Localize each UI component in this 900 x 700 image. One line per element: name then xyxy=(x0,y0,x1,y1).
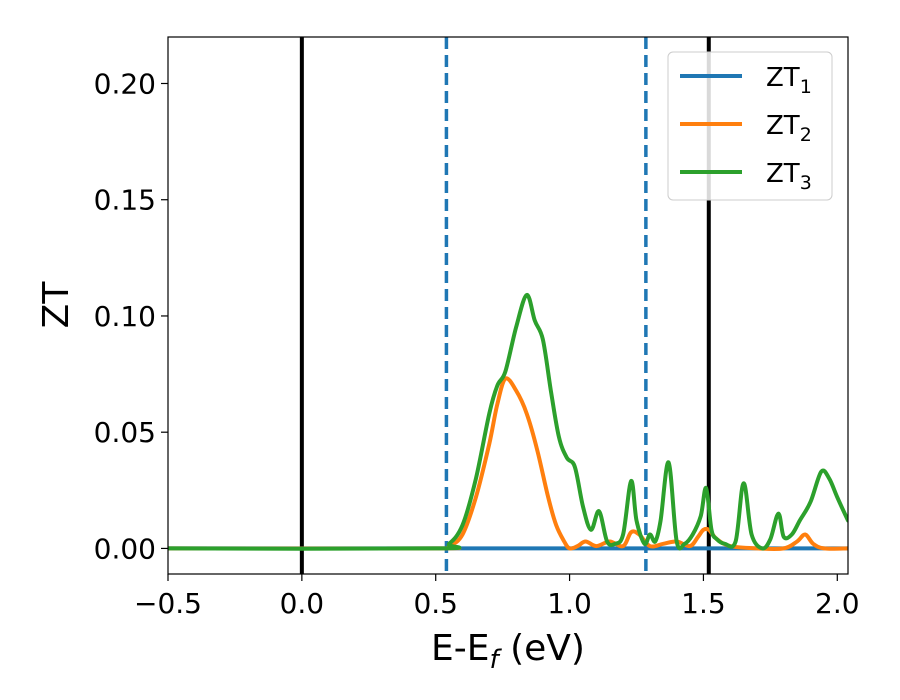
legend-entry-zt1: ZT1 xyxy=(680,63,812,98)
y-axis-title: ZT xyxy=(36,281,77,329)
y-tick-label: 0.15 xyxy=(94,184,156,217)
series-line-zt2 xyxy=(168,376,848,552)
legend-label-zt1-sub: 1 xyxy=(800,76,812,98)
x-axis-title-main: E-E xyxy=(431,628,489,669)
x-tick-label: 1.0 xyxy=(547,587,592,620)
series-lines xyxy=(168,292,848,552)
y-tick-label: 0.00 xyxy=(94,532,156,565)
y-tick-label: 0.05 xyxy=(94,416,156,449)
x-tick-label: −0.5 xyxy=(134,587,202,620)
legend-box xyxy=(667,51,833,201)
y-axis-ticks: 0.00 0.05 0.10 0.15 0.20 xyxy=(94,67,168,565)
legend-entry-zt2: ZT2 xyxy=(680,111,812,146)
legend-label-zt1-main: ZT xyxy=(766,63,800,93)
y-tick-label: 0.20 xyxy=(94,67,156,100)
legend-label-zt2: ZT2 xyxy=(766,111,812,146)
x-tick-label: 2.0 xyxy=(815,587,860,620)
x-tick-label: 1.5 xyxy=(681,587,726,620)
x-tick-label: 0.5 xyxy=(413,587,458,620)
x-axis-ticks: −0.5 0.0 0.5 1.0 1.5 2.0 xyxy=(134,574,860,620)
x-tick-label: 0.0 xyxy=(280,587,325,620)
legend-label-zt3-main: ZT xyxy=(766,159,800,189)
legend-label-zt3-sub: 3 xyxy=(800,172,812,194)
legend-label-zt3: ZT3 xyxy=(766,159,812,194)
legend-label-zt1: ZT1 xyxy=(766,63,812,98)
legend-label-zt2-main: ZT xyxy=(766,111,800,141)
x-axis-title-unit: (eV) xyxy=(499,628,585,669)
plot-frame xyxy=(167,36,849,575)
legend-label-zt2-sub: 2 xyxy=(800,124,812,146)
series-line-zt3 xyxy=(168,292,848,551)
x-axis-title: E-Ef (eV) xyxy=(431,628,585,675)
legend-entry-zt3: ZT3 xyxy=(680,159,812,194)
legend: ZT1 ZT2 ZT3 xyxy=(667,51,833,201)
y-tick-label: 0.10 xyxy=(94,300,156,333)
